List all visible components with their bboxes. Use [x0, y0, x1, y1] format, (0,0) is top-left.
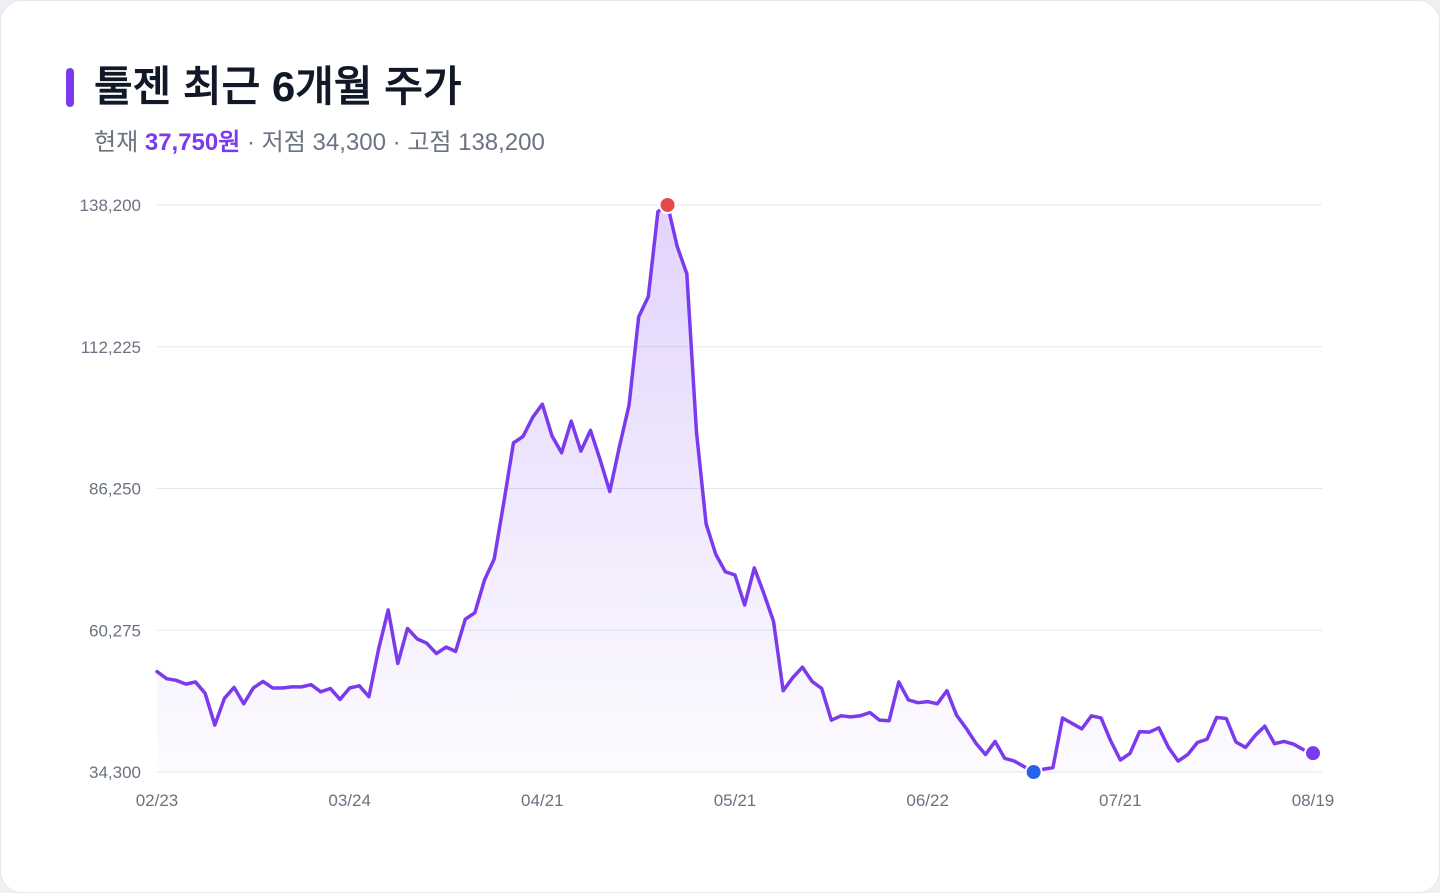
y-tick-label: 112,225	[81, 338, 141, 357]
y-tick-label: 60,275	[89, 621, 141, 640]
x-tick-label: 04/21	[521, 791, 564, 810]
x-tick-label: 08/19	[1292, 791, 1335, 810]
y-tick-label: 138,200	[80, 196, 141, 215]
trough-marker	[1024, 763, 1043, 781]
peak-marker	[658, 196, 677, 214]
chart-title: 툴젠 최근 6개월 주가	[94, 63, 462, 110]
low-label: · 저점	[247, 129, 306, 156]
x-tick-label: 07/21	[1099, 791, 1142, 810]
high-price: 138,200	[458, 129, 545, 156]
y-tick-label: 34,300	[89, 763, 141, 782]
high-label: · 고점	[392, 129, 452, 156]
current-label: 현재	[94, 129, 139, 156]
price-markers	[658, 196, 1322, 781]
x-axis-ticks: 02/23 03/24 04/21 05/21 06/22 07/21 08/19	[136, 791, 1335, 810]
current-price-marker	[1304, 744, 1322, 763]
low-price: 34,300	[312, 129, 386, 156]
title-accent-bar	[66, 68, 74, 107]
x-tick-label: 06/22	[906, 791, 949, 810]
price-area-fill	[157, 205, 1313, 772]
price-line	[155, 203, 1315, 774]
x-tick-label: 03/24	[328, 791, 371, 810]
y-tick-label: 86,250	[89, 480, 141, 499]
price-summary: 현재 37,750원 · 저점 34,300 · 고점 138,200	[94, 127, 545, 159]
y-axis-ticks: 34,300 60,275 86,250 112,225 138,200	[80, 196, 141, 782]
current-price: 37,750원	[144, 129, 241, 156]
x-tick-label: 02/23	[136, 791, 179, 810]
x-tick-label: 05/21	[714, 791, 757, 810]
